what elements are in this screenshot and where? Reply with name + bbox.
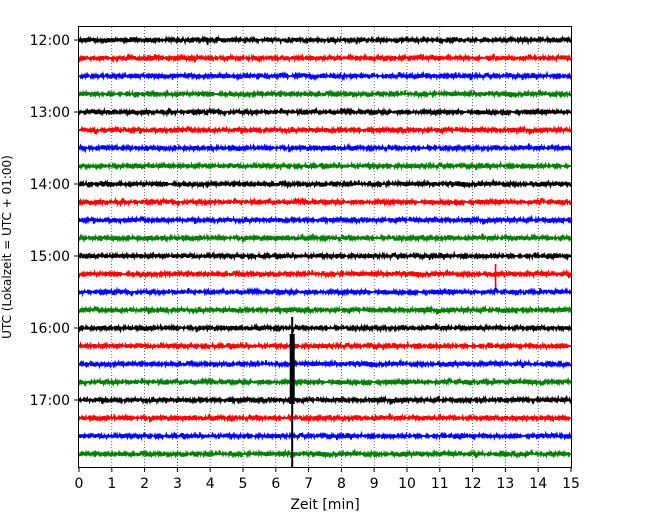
seismic-trace	[78, 340, 572, 352]
x-tick-label: 4	[206, 476, 215, 492]
x-tick-label: 14	[529, 476, 547, 492]
y-tick-label: 13:00	[30, 105, 70, 121]
x-tick-label: 8	[337, 476, 346, 492]
seismic-trace	[78, 196, 572, 208]
x-tick-label: 3	[173, 476, 182, 492]
x-tick-label: 10	[398, 476, 416, 492]
seismic-trace	[78, 430, 572, 442]
seismic-trace	[78, 88, 572, 100]
seismic-trace	[78, 394, 572, 406]
y-tick-label: 16:00	[30, 321, 70, 337]
x-tick-label: 2	[140, 476, 149, 492]
seismic-trace	[78, 160, 572, 172]
x-tick-label: 6	[271, 476, 280, 492]
x-tick-label: 11	[431, 476, 449, 492]
seismic-trace	[78, 250, 572, 262]
y-axis-label: UTC (Lokalzeit = UTC + 01:00)	[0, 155, 14, 339]
seismic-trace	[78, 214, 572, 226]
seismic-trace	[78, 142, 572, 154]
seismic-trace	[78, 376, 572, 388]
seismic-trace	[78, 412, 572, 424]
seismic-trace	[78, 232, 572, 244]
event-burst	[289, 334, 295, 404]
x-tick-label: 13	[496, 476, 514, 492]
x-axis-label: Zeit [min]	[290, 497, 359, 513]
seismic-trace	[78, 268, 572, 280]
grid-lines	[111, 27, 539, 467]
seismic-trace	[78, 286, 572, 298]
traces	[78, 34, 572, 467]
y-axis: 12:00 13:00 14:00 15:00 16:00 17:00	[30, 33, 79, 409]
y-tick-label: 12:00	[30, 33, 70, 49]
x-tick-label: 0	[75, 476, 84, 492]
seismic-trace	[78, 125, 572, 136]
seismic-trace	[78, 178, 572, 190]
seismic-trace	[78, 322, 572, 334]
seismic-trace	[78, 52, 572, 64]
x-tick-label: 9	[370, 476, 379, 492]
x-tick-label: 5	[239, 476, 248, 492]
x-tick-label: 12	[464, 476, 482, 492]
seismic-trace	[78, 304, 572, 316]
x-tick-label: 15	[562, 476, 580, 492]
x-tick-label: 1	[107, 476, 116, 492]
plot-frame	[78, 26, 572, 468]
y-tick-label: 17:00	[30, 393, 70, 409]
seismic-trace	[78, 358, 572, 370]
seismic-trace	[78, 70, 572, 82]
seismic-trace	[78, 34, 572, 46]
seismic-trace	[78, 106, 572, 118]
x-axis: 0 1 2 3 4 5 6 7 8 9 10 11 12 13 14 15	[75, 467, 580, 492]
y-tick-label: 15:00	[30, 249, 70, 265]
x-tick-label: 7	[304, 476, 313, 492]
y-tick-label: 14:00	[30, 177, 70, 193]
seismic-trace	[78, 448, 572, 460]
